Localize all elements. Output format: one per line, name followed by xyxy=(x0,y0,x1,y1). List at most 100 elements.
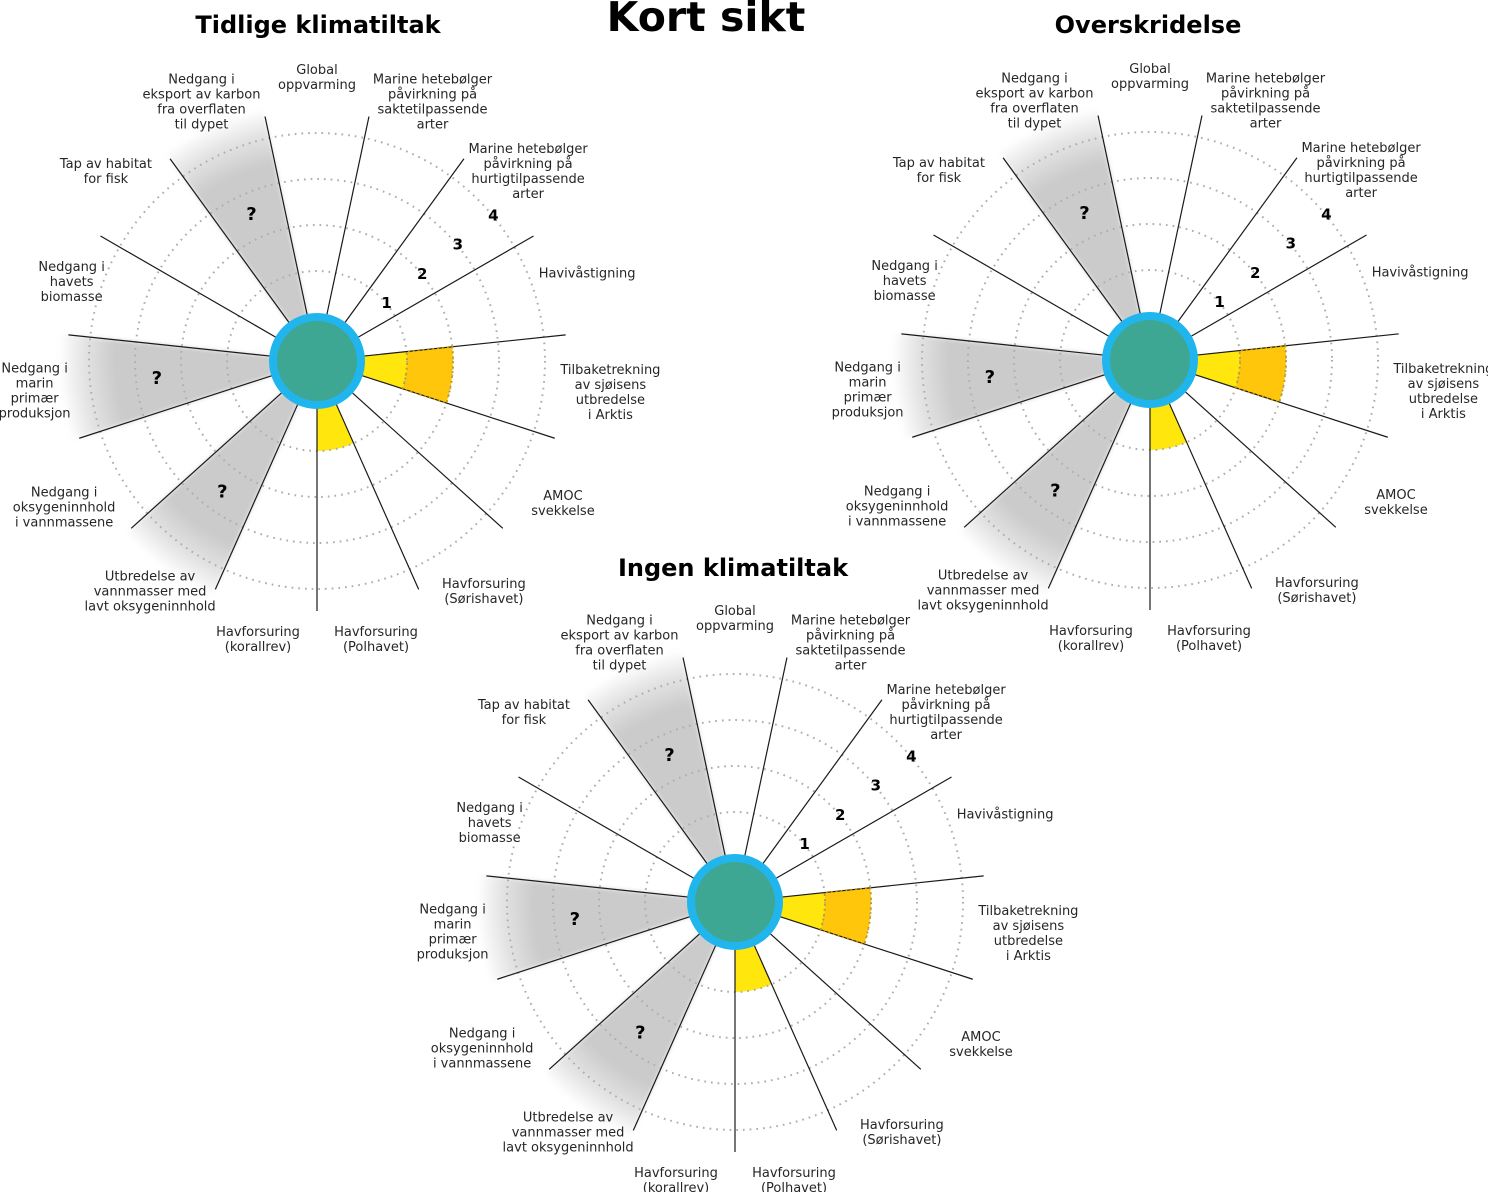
category-label-line: oppvarming xyxy=(278,78,356,93)
uncertainty-marker-utbredelse-av-vannmasser-med-lavt-oksygeninnhold: ? xyxy=(217,481,227,502)
uncertainty-wedge-nedgang-i-eksport-av-karbon-fra-overflaten-til-dypet xyxy=(165,108,308,326)
category-label-line: Nedgang i xyxy=(31,486,97,501)
category-label-line: av sjøisens xyxy=(575,378,647,393)
category-label-line: Havforsuring xyxy=(752,1166,836,1181)
chart-ingen-klimatiltak: 1 2 3 4??? Global oppvarming Marine hetebølger… xyxy=(417,554,1079,1192)
radial-tick-2: 2 xyxy=(835,806,845,824)
sector-divider-line xyxy=(753,944,838,1131)
category-label-line: hurtigtilpassende xyxy=(471,172,584,187)
category-label-line: Havivåstigning xyxy=(957,808,1054,823)
category-label-havforsuring-s-rishavet: Havforsuring (Sørishavet) xyxy=(442,577,526,607)
uncertainty-wedge-utbredelse-av-vannmasser-med-lavt-oksygeninnhold xyxy=(543,931,718,1138)
uncertainty-wedge-utbredelse-av-vannmasser-med-lavt-oksygeninnhold xyxy=(958,389,1133,596)
category-label-line: i Arktis xyxy=(1006,949,1051,964)
category-label-line: saktetilpassende xyxy=(796,644,906,659)
category-label-line: fra overflaten xyxy=(575,644,664,659)
sector-divider-line xyxy=(548,933,701,1070)
category-label-line: Tap av habitat xyxy=(477,698,570,713)
sector-divider-line xyxy=(497,915,691,980)
category-label-line: Marine hetebølger xyxy=(886,683,1006,698)
category-label-line: påvirkning på xyxy=(902,698,991,713)
category-label-line: saktetilpassende xyxy=(1211,102,1321,117)
category-label-line: i Arktis xyxy=(1421,407,1466,422)
category-label-line: Global xyxy=(1129,62,1170,77)
category-label-line: Marine hetebølger xyxy=(791,614,911,629)
category-label-line: Nedgang i xyxy=(449,1027,515,1042)
category-label-amoc-svekkelse: AMOC svekkelse xyxy=(531,489,594,519)
category-label-line: primær xyxy=(429,933,478,948)
category-label-line: primær xyxy=(11,392,60,407)
chart-center-circle xyxy=(687,854,783,950)
category-label-line: Nedgang i xyxy=(834,361,900,376)
category-label-haviv-stigning: Havivåstigning xyxy=(539,267,636,282)
category-label-line: Nedgang i xyxy=(456,801,522,816)
sector-divider-line xyxy=(1177,157,1298,323)
sector-divider-line xyxy=(326,116,370,316)
chart-title: Overskridelse xyxy=(1055,11,1242,39)
sector-divider-line xyxy=(361,374,555,439)
category-label-line: marin xyxy=(434,918,472,933)
radial-tick-3: 3 xyxy=(453,236,463,254)
category-label-line: Marine hetebølger xyxy=(1301,141,1421,156)
risk-wedge-tilbaketrekning-av-sj-isens-utbredelse-i-arktis xyxy=(776,892,826,930)
chart-center-circle xyxy=(269,313,365,409)
category-label-haviv-stigning: Havivåstigning xyxy=(1372,266,1469,281)
category-label-line: produksjon xyxy=(0,407,71,422)
category-label-line: (Sørishavet) xyxy=(862,1133,941,1148)
category-label-line: lavt oksygeninnhold xyxy=(918,598,1049,613)
uncertainty-marker-nedgang-i-eksport-av-karbon-fra-overflaten-til-dypet: ? xyxy=(664,745,674,766)
category-label-havforsuring-s-rishavet: Havforsuring (Sørishavet) xyxy=(1275,576,1359,606)
radial-tick-1: 1 xyxy=(1214,293,1224,311)
grid-ring-2 xyxy=(1013,223,1287,497)
risk-transition-wedge-tilbaketrekning-av-sj-isens-utbredelse-i-arktis xyxy=(1235,345,1286,403)
category-label-line: oksygeninnhold xyxy=(431,1042,534,1057)
category-label-line: Tap av habitat xyxy=(59,157,152,172)
category-label-line: lavt oksygeninnhold xyxy=(85,599,216,614)
category-label-line: (korallrev) xyxy=(1058,639,1124,654)
category-label-nedgang-i-oksygeninnhold-i-vannmassene: Nedgang i oksygeninnhold i vannmassene xyxy=(846,485,949,530)
radial-tick-2: 2 xyxy=(417,265,427,283)
category-label-line: arter xyxy=(417,118,449,133)
category-label-line: marin xyxy=(16,377,54,392)
category-label-nedgang-i-oksygeninnhold-i-vannmassene: Nedgang i oksygeninnhold i vannmassene xyxy=(13,486,116,531)
category-label-line: (Sørishavet) xyxy=(1277,591,1356,606)
sector-divider-line xyxy=(486,875,689,898)
category-label-nedgang-i-marin-prim-r-produksjon: Nedgang i marin primær produksjon xyxy=(417,903,489,963)
category-label-line: av sjøisens xyxy=(1408,377,1480,392)
sector-divider-line xyxy=(762,699,883,865)
uncertainty-marker-nedgang-i-eksport-av-karbon-fra-overflaten-til-dypet: ? xyxy=(1079,203,1089,224)
category-label-line: til dypet xyxy=(175,118,229,133)
sector-divider-line xyxy=(912,373,1106,438)
category-label-line: i vannmassene xyxy=(433,1057,531,1072)
category-label-marine-heteb-lger-p-virkning-p-saktetilpassende-arter: Marine hetebølger påvirkning på saktetilpa… xyxy=(1206,72,1326,132)
category-label-utbredelse-av-vannmasser-med-lavt-oksygeninnhold: Utbredelse av vannmasser med lavt oksygeni… xyxy=(503,1110,634,1155)
sector-divider-line xyxy=(169,158,290,324)
category-label-line: Tilbaketrekning xyxy=(559,363,660,378)
category-label-line: hurtigtilpassende xyxy=(889,713,1002,728)
sector-divider-line xyxy=(632,944,717,1131)
category-label-global-oppvarming: Global oppvarming xyxy=(1111,62,1189,92)
category-label-tilbaketrekning-av-sj-isens-utbredelse-i-arktis: Tilbaketrekning av sjøisens utbredelse i Ar… xyxy=(1392,362,1488,422)
category-label-line: Global xyxy=(714,604,755,619)
category-label-line: havets xyxy=(50,275,94,290)
uncertainty-wedge-nedgang-i-marin-prim-r-produksjon xyxy=(476,875,694,982)
category-label-line: biomasse xyxy=(874,289,936,304)
category-label-line: oppvarming xyxy=(1111,77,1189,92)
category-label-marine-heteb-lger-p-virkning-p-hurtigtilpassende-arter: Marine hetebølger påvirkning på hurtigtilp… xyxy=(468,142,588,202)
category-label-line: Marine hetebølger xyxy=(468,142,588,157)
category-label-line: Havforsuring xyxy=(860,1118,944,1133)
chart-tidlige-klimatiltak: 1 2 3 4??? Global oppvarming Marine hetebølger… xyxy=(0,11,660,655)
category-label-line: hurtigtilpassende xyxy=(1304,171,1417,186)
uncertainty-marker-utbredelse-av-vannmasser-med-lavt-oksygeninnhold: ? xyxy=(635,1022,645,1043)
main-title: Kort sikt xyxy=(606,0,806,41)
sector-divider-line xyxy=(1184,391,1337,528)
sector-divider-line xyxy=(769,933,922,1070)
sector-divider-line xyxy=(351,392,504,529)
radial-tick-4: 4 xyxy=(1321,206,1331,224)
category-label-havforsuring-s-rishavet: Havforsuring (Sørishavet) xyxy=(860,1118,944,1148)
category-label-line: Tilbaketrekning xyxy=(977,904,1078,919)
grid-ring-4 xyxy=(506,673,964,1131)
category-label-line: Nedgang i xyxy=(1,362,67,377)
radial-tick-3: 3 xyxy=(1286,235,1296,253)
category-label-line: påvirkning på xyxy=(388,88,477,103)
